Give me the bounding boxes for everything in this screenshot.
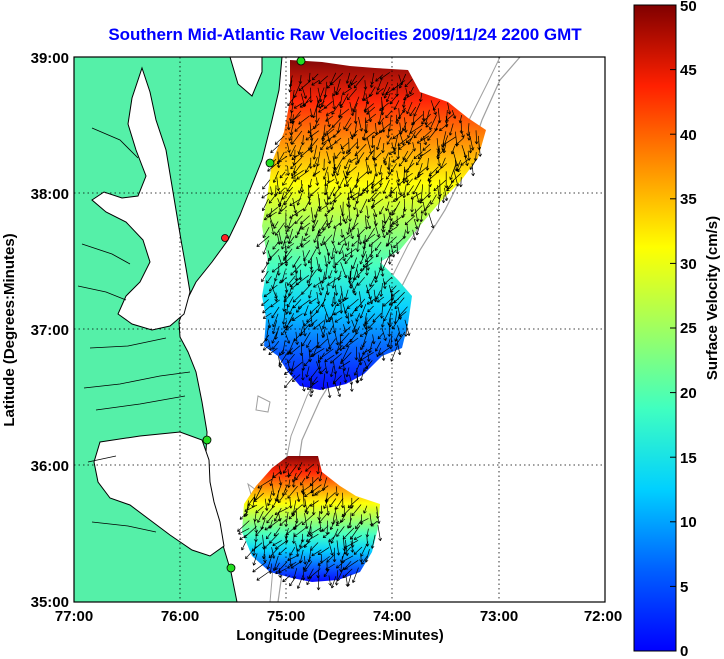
velocity-field-north — [262, 60, 486, 390]
map-title: Southern Mid-Atlantic Raw Velocities 200… — [108, 25, 582, 44]
y-tick-label: 37:00 — [31, 322, 69, 339]
velocity-arrow-set — [237, 72, 482, 591]
x-tick-label: 76:00 — [161, 608, 199, 625]
colorbar-tick-label: 0 — [680, 643, 688, 659]
x-tick-label: 72:00 — [584, 608, 622, 625]
colorbar-tick-label: 25 — [680, 320, 697, 337]
rivers — [77, 127, 191, 533]
colorbar-tick-label: 20 — [680, 385, 697, 402]
colorbar-tick-label: 35 — [680, 191, 697, 208]
colorbar-tick-label: 15 — [680, 450, 697, 467]
x-tick-label: 75:00 — [267, 608, 305, 625]
pamlico-sound — [93, 431, 225, 557]
station-marker — [265, 158, 275, 168]
y-tick-label: 35:00 — [31, 594, 69, 611]
velocity-field-south — [242, 456, 380, 582]
station-marker — [296, 57, 306, 66]
delaware-bay — [229, 57, 263, 97]
y-tick-label: 38:00 — [31, 186, 69, 203]
y-tick-label: 36:00 — [31, 458, 69, 475]
colorbar-gradient — [633, 4, 677, 652]
y-axis-ticks: 39:00 38:00 37:00 36:00 35:00 — [31, 50, 69, 611]
station-marker — [226, 563, 236, 573]
plot-frame — [73, 56, 606, 603]
colorbar-tick-label: 5 — [680, 579, 688, 596]
station-marker-active — [221, 234, 229, 242]
radar-stations — [202, 57, 306, 573]
plot-area — [73, 56, 606, 603]
chesapeake-bay — [91, 66, 191, 331]
x-axis-ticks: 77:00 76:00 75:00 74:00 73:00 72:00 — [55, 608, 622, 625]
colorbar: 50 45 40 35 30 25 20 15 10 5 0 Surface V… — [633, 0, 721, 659]
colorbar-tick-label: 45 — [680, 62, 697, 79]
y-axis-label: Latitude (Degrees:Minutes) — [1, 233, 18, 426]
x-axis-label: Longitude (Degrees:Minutes) — [236, 627, 444, 644]
colorbar-tick-label: 30 — [680, 256, 697, 273]
colorbar-label: Surface Velocity (cm/s) — [704, 216, 721, 380]
colorbar-tick-label: 10 — [680, 514, 697, 531]
velocity-arrows — [237, 72, 482, 591]
x-tick-label: 74:00 — [373, 608, 411, 625]
colorbar-tick-label: 40 — [680, 127, 697, 144]
y-tick-label: 39:00 — [31, 50, 69, 67]
grid-lines — [74, 57, 605, 602]
station-marker — [202, 435, 212, 445]
x-tick-label: 73:00 — [480, 608, 518, 625]
colorbar-tick-label: 50 — [680, 0, 697, 15]
x-tick-label: 77:00 — [55, 608, 93, 625]
